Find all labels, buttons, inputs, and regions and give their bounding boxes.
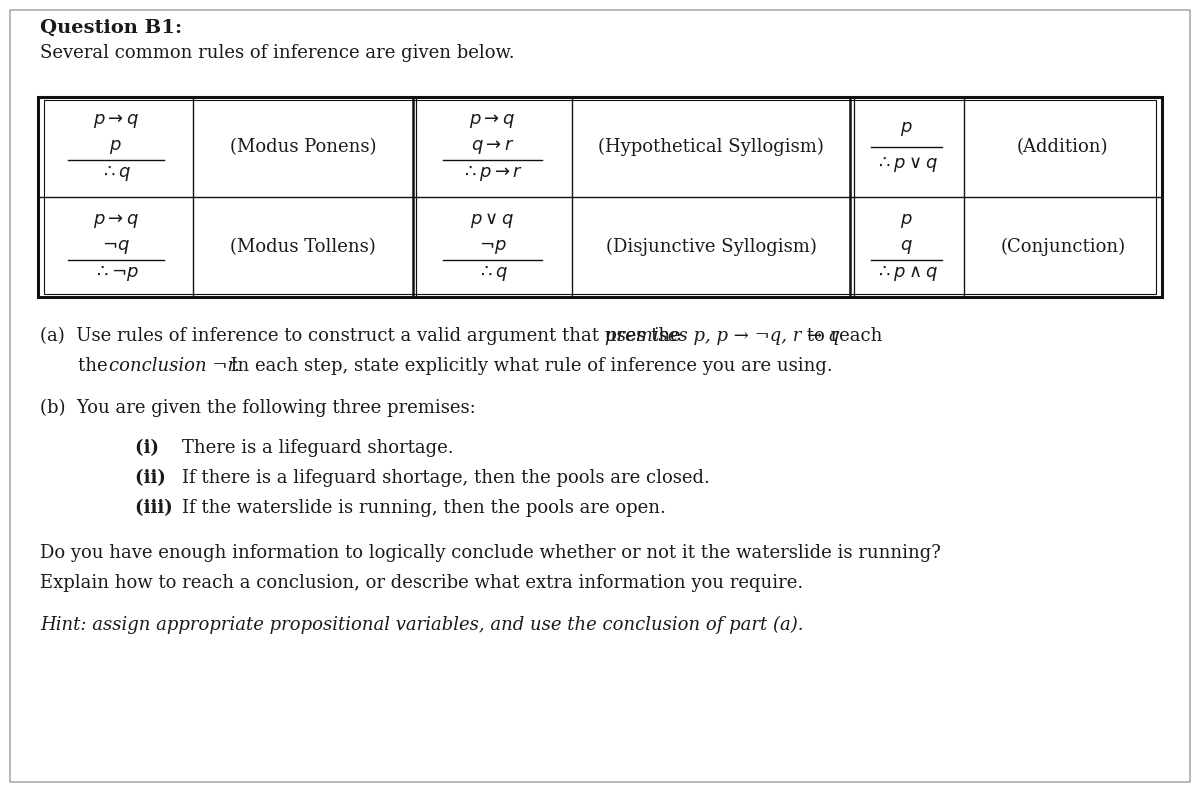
Text: (Modus Ponens): (Modus Ponens) bbox=[229, 138, 377, 156]
Text: In each step, state explicitly what rule of inference you are using.: In each step, state explicitly what rule… bbox=[220, 357, 833, 375]
Text: $\neg q$: $\neg q$ bbox=[102, 238, 130, 256]
Text: Several common rules of inference are given below.: Several common rules of inference are gi… bbox=[40, 44, 515, 62]
Text: There is a lifeguard shortage.: There is a lifeguard shortage. bbox=[182, 439, 454, 457]
Text: If there is a lifeguard shortage, then the pools are closed.: If there is a lifeguard shortage, then t… bbox=[182, 469, 710, 487]
Text: $p$: $p$ bbox=[109, 138, 122, 156]
Text: $\therefore \neg p$: $\therefore \neg p$ bbox=[92, 264, 139, 283]
Text: $\neg p$: $\neg p$ bbox=[479, 238, 506, 256]
Text: $p \vee q$: $p \vee q$ bbox=[470, 211, 515, 230]
Text: (i): (i) bbox=[134, 439, 178, 457]
Text: Explain how to reach a conclusion, or describe what extra information you requir: Explain how to reach a conclusion, or de… bbox=[40, 574, 803, 592]
Text: (ii): (ii) bbox=[134, 469, 179, 487]
Text: (iii): (iii) bbox=[134, 499, 179, 517]
Text: $\therefore q$: $\therefore q$ bbox=[100, 164, 131, 183]
Text: (Addition): (Addition) bbox=[1018, 138, 1109, 156]
Text: (a)  Use rules of inference to construct a valid argument that uses the: (a) Use rules of inference to construct … bbox=[40, 327, 686, 345]
Text: the: the bbox=[78, 357, 113, 375]
Text: $p$: $p$ bbox=[900, 120, 913, 138]
Text: $\therefore q$: $\therefore q$ bbox=[476, 264, 508, 283]
Text: $p \rightarrow q$: $p \rightarrow q$ bbox=[92, 211, 139, 230]
Text: Do you have enough information to logically conclude whether or not it the water: Do you have enough information to logica… bbox=[40, 544, 941, 562]
Text: Question B1:: Question B1: bbox=[40, 19, 182, 37]
Text: $p \rightarrow q$: $p \rightarrow q$ bbox=[469, 112, 516, 130]
Text: (Conjunction): (Conjunction) bbox=[1001, 238, 1126, 256]
Text: $p \rightarrow q$: $p \rightarrow q$ bbox=[92, 112, 139, 130]
Text: $\therefore p \rightarrow r$: $\therefore p \rightarrow r$ bbox=[461, 164, 523, 183]
Text: $p$: $p$ bbox=[900, 211, 913, 230]
Text: If the waterslide is running, then the pools are open.: If the waterslide is running, then the p… bbox=[182, 499, 666, 517]
Text: $\therefore p \vee q$: $\therefore p \vee q$ bbox=[875, 155, 938, 174]
Text: (b)  You are given the following three premises:: (b) You are given the following three pr… bbox=[40, 399, 475, 417]
Text: premises p, p → ¬q, r → q: premises p, p → ¬q, r → q bbox=[605, 327, 840, 345]
Text: (Disjunctive Syllogism): (Disjunctive Syllogism) bbox=[606, 238, 816, 256]
Text: (Hypothetical Syllogism): (Hypothetical Syllogism) bbox=[598, 138, 824, 156]
Bar bbox=[38, 97, 1162, 297]
Text: $q$: $q$ bbox=[900, 238, 913, 256]
Bar bbox=[44, 101, 1156, 294]
Text: to reach: to reach bbox=[802, 327, 883, 345]
Text: (Modus Tollens): (Modus Tollens) bbox=[230, 238, 376, 256]
Text: $\therefore p \wedge q$: $\therefore p \wedge q$ bbox=[875, 264, 938, 283]
Text: conclusion ¬r.: conclusion ¬r. bbox=[109, 357, 240, 375]
Text: $q \rightarrow r$: $q \rightarrow r$ bbox=[470, 138, 515, 157]
Text: Hint: assign appropriate propositional variables, and use the conclusion of part: Hint: assign appropriate propositional v… bbox=[40, 616, 804, 634]
